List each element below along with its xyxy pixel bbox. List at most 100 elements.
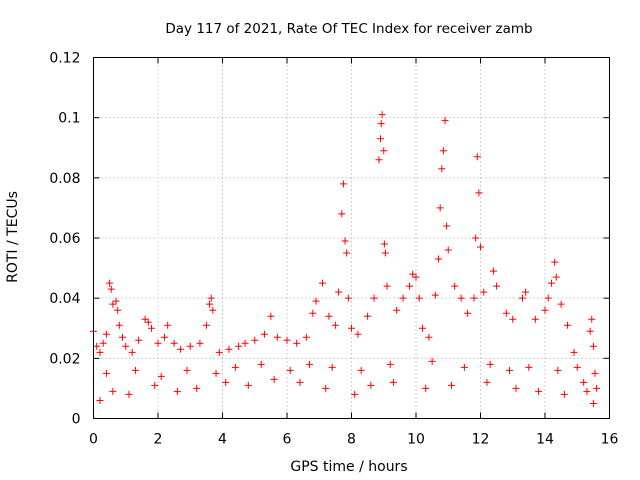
data-point: [493, 282, 501, 290]
data-point: [557, 300, 565, 308]
data-point: [509, 315, 517, 323]
data-point: [451, 282, 459, 290]
data-point: [231, 363, 239, 371]
data-point: [102, 330, 110, 338]
data-point: [186, 342, 194, 350]
data-point: [114, 306, 122, 314]
data-point: [270, 375, 278, 383]
data-point: [377, 135, 385, 143]
data-point: [444, 246, 452, 254]
data-point: [154, 339, 162, 347]
data-point: [380, 240, 388, 248]
data-point: [389, 378, 397, 386]
data-point: [241, 339, 249, 347]
y-axis-label: ROTI / TECUs: [5, 191, 21, 283]
x-tick-label: 12: [472, 432, 490, 448]
data-point: [412, 273, 420, 281]
data-point: [148, 324, 156, 332]
data-point: [309, 309, 317, 317]
data-point: [544, 294, 552, 302]
data-point: [151, 381, 159, 389]
data-point: [135, 336, 143, 344]
data-point: [170, 339, 178, 347]
data-point: [460, 363, 468, 371]
data-point: [173, 387, 181, 395]
y-tick-label: 0: [72, 412, 81, 428]
data-point: [267, 312, 275, 320]
data-point: [273, 333, 281, 341]
data-point: [506, 366, 514, 374]
data-point: [547, 279, 555, 287]
data-point: [541, 306, 549, 314]
grid: [93, 57, 610, 419]
data-point: [381, 249, 389, 257]
data-point: [552, 273, 560, 281]
data-point: [457, 294, 465, 302]
data-point: [306, 360, 314, 368]
data-point: [348, 324, 355, 332]
y-tick-label: 0.08: [49, 171, 80, 187]
data-point: [367, 381, 375, 389]
data-point: [418, 324, 426, 332]
data-point: [107, 285, 115, 293]
data-point: [109, 387, 117, 395]
data-point: [235, 342, 243, 350]
data-point: [564, 321, 572, 329]
y-tick-label: 0.12: [49, 51, 80, 67]
data-point: [193, 384, 201, 392]
y-tick-label: 0.04: [49, 291, 80, 307]
data-point: [286, 366, 294, 374]
data-point: [177, 345, 185, 353]
data-point: [443, 222, 451, 230]
x-tick-label: 0: [89, 432, 98, 448]
data-point: [131, 366, 139, 374]
data-point: [99, 339, 107, 347]
data-point: [122, 342, 130, 350]
data-point: [428, 357, 436, 365]
data-point: [535, 387, 543, 395]
data-point: [518, 294, 526, 302]
data-point: [551, 258, 559, 266]
data-point: [409, 270, 417, 278]
data-point: [335, 288, 343, 296]
data-point: [588, 315, 596, 323]
data-point: [164, 321, 172, 329]
data-point: [370, 294, 378, 302]
data-point: [251, 336, 259, 344]
data-point: [406, 282, 414, 290]
data-point: [489, 267, 497, 275]
data-point: [591, 369, 599, 377]
data-point: [473, 153, 481, 161]
data-point: [344, 294, 352, 302]
data-point: [338, 210, 346, 218]
data-point: [331, 321, 339, 329]
data-point: [383, 282, 391, 290]
x-tick-label: 2: [154, 432, 163, 448]
x-tick-label: 16: [601, 432, 619, 448]
data-point: [531, 315, 539, 323]
data-point: [125, 390, 133, 398]
data-point: [425, 333, 433, 341]
data-point: [435, 255, 443, 263]
data-point: [422, 384, 430, 392]
data-point: [502, 309, 510, 317]
data-point: [283, 336, 291, 344]
data-point: [144, 318, 152, 326]
x-axis-label: GPS time / hours: [290, 459, 407, 475]
data-point: [293, 339, 301, 347]
data-point: [106, 279, 114, 287]
data-point: [157, 372, 165, 380]
data-point: [244, 381, 252, 389]
data-point: [102, 369, 110, 377]
data-point: [109, 300, 117, 308]
data-point: [472, 234, 480, 242]
data-point: [206, 300, 214, 308]
data-point: [436, 204, 444, 212]
data-point: [225, 345, 233, 353]
data-point: [115, 321, 123, 329]
data-point: [441, 117, 449, 125]
data-point: [447, 381, 455, 389]
data-point: [431, 291, 439, 299]
data-point: [554, 366, 562, 374]
